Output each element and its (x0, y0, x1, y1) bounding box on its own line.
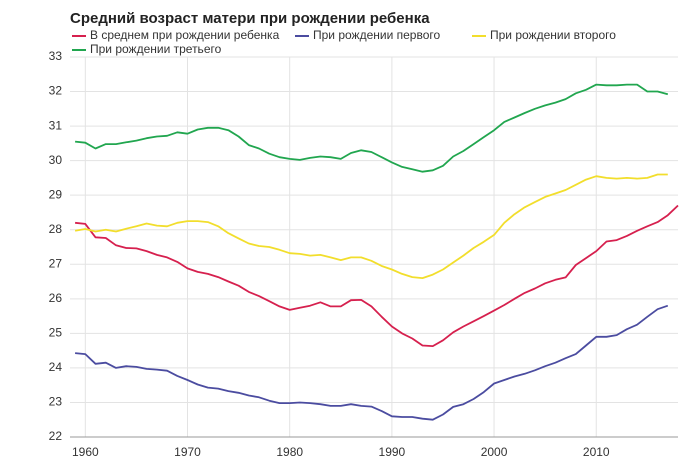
legend-label: При рождении третьего (90, 42, 222, 56)
y-tick-label: 25 (49, 326, 63, 340)
y-tick-label: 31 (49, 118, 63, 132)
line-series (74, 173, 668, 279)
y-tick-label: 32 (49, 84, 63, 98)
y-tick-label: 29 (49, 187, 63, 201)
line-series (75, 204, 679, 347)
y-tick-label: 27 (49, 256, 63, 270)
y-tick-label: 24 (49, 360, 63, 374)
chart-title: Средний возраст матери при рождении ребе… (70, 10, 430, 27)
x-tick-label: 1980 (276, 445, 303, 459)
y-tick-label: 28 (49, 222, 63, 236)
x-tick-label: 1960 (72, 445, 99, 459)
legend-label: В среднем при рождении ребенка (90, 28, 280, 42)
legend-label: При рождении второго (490, 28, 616, 42)
line-series (75, 304, 669, 421)
x-tick-label: 2010 (583, 445, 610, 459)
y-tick-label: 22 (49, 429, 63, 443)
y-tick-label: 33 (49, 49, 63, 63)
y-tick-label: 30 (49, 153, 63, 167)
y-tick-label: 26 (49, 291, 63, 305)
x-tick-label: 2000 (481, 445, 508, 459)
legend-label: При рождении первого (313, 28, 440, 42)
x-tick-label: 1970 (174, 445, 201, 459)
y-tick-label: 23 (49, 395, 63, 409)
line-series (75, 83, 669, 173)
x-tick-label: 1990 (379, 445, 406, 459)
